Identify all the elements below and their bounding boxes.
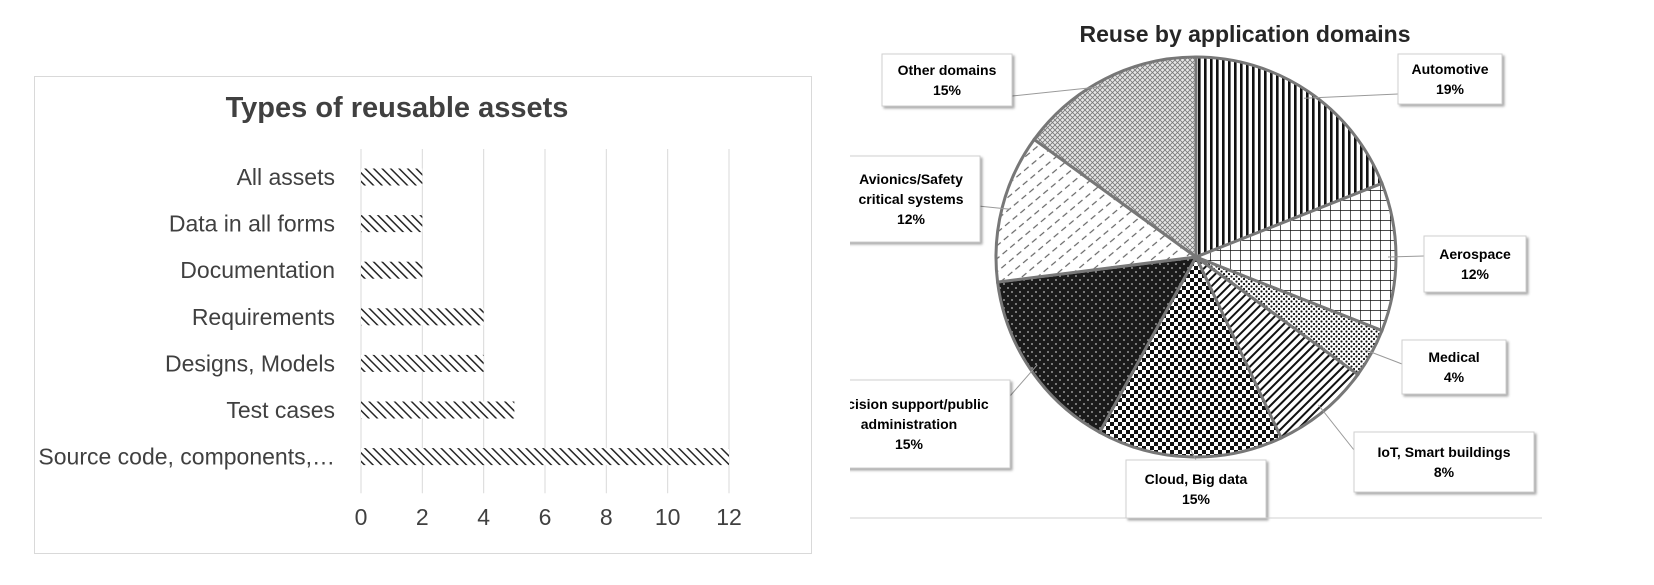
- pie-callouts: Automotive 19% Aerospace 12% Medical 4% IoT, S…: [807, 53, 1535, 519]
- leader-line: [1364, 349, 1403, 365]
- slice-label: 15%: [933, 82, 962, 98]
- bar: [361, 308, 484, 326]
- bar-category-labels: All assets Data in all forms Documentation…: [38, 164, 335, 470]
- slice-label: administration: [861, 416, 957, 432]
- x-tick-label: 8: [600, 504, 613, 530]
- x-tick-label: 10: [655, 504, 681, 530]
- category-label: Source code, components,…: [38, 444, 335, 470]
- callout-box: [841, 155, 981, 243]
- slice-label: 12%: [1461, 266, 1490, 282]
- x-tick-label: 2: [416, 504, 429, 530]
- leader-line: [977, 205, 1011, 210]
- category-label: Test cases: [226, 397, 335, 423]
- pie-slice: [1032, 55, 1198, 260]
- callout-box: [1353, 431, 1535, 493]
- x-tick-label: 4: [477, 504, 490, 530]
- callout-box: [1125, 459, 1267, 519]
- slice-label: Aerospace: [1439, 246, 1511, 262]
- slice-label: Decision support/public: [850, 396, 989, 412]
- bar: [361, 448, 729, 466]
- bar-chart-title: Types of reusable assets: [226, 92, 569, 124]
- category-label: Data in all forms: [169, 211, 335, 237]
- category-label: Documentation: [180, 257, 335, 283]
- pie-chart-title: Reuse by application domains: [1079, 21, 1410, 47]
- slice-label: 15%: [895, 436, 924, 452]
- bar: [361, 401, 515, 419]
- x-tick-label: 6: [539, 504, 552, 530]
- slice-label: 19%: [1436, 81, 1465, 97]
- bar-chart: Types of reusable assets All assets Data …: [38, 92, 742, 530]
- bar-series: [361, 168, 729, 466]
- pie-slice: [1194, 55, 1384, 260]
- leader-line: [1387, 255, 1425, 258]
- leader-line: [1011, 85, 1109, 97]
- bar-chart-panel: Types of reusable assets All assets Data …: [34, 76, 812, 554]
- slice-label: 4%: [1444, 369, 1465, 385]
- pie-slice: [1097, 253, 1284, 459]
- x-tick-label: 0: [355, 504, 368, 530]
- pie-leader-lines: [977, 85, 1425, 461]
- bar: [361, 168, 423, 186]
- bar-tick-labels: 0 2 4 6 8 10 12: [355, 504, 742, 530]
- slice-label: Cloud, Big data: [1145, 471, 1248, 487]
- slice-label: Avionics/Safety: [859, 171, 963, 187]
- category-label: Designs, Models: [165, 350, 335, 376]
- slice-label: IoT, Smart buildings: [1377, 444, 1510, 460]
- slice-label: critical systems: [858, 191, 963, 207]
- pie-chart-panel: Reuse by application domains Automotive 1…: [807, 10, 1640, 570]
- callout-box: [1401, 339, 1507, 395]
- pie-slice: [995, 255, 1199, 435]
- slice-label: 8%: [1434, 464, 1455, 480]
- pie-chart: Reuse by application domains Automotive 1…: [807, 21, 1542, 519]
- slice-label: 15%: [1182, 491, 1211, 507]
- pie-slices: [994, 55, 1398, 459]
- callout-box: [1397, 53, 1503, 105]
- slice-label: Medical: [1428, 349, 1479, 365]
- slice-label: Automotive: [1412, 61, 1489, 77]
- callout-box: [881, 53, 1013, 107]
- callout-box: [1423, 235, 1527, 293]
- bar: [361, 354, 484, 372]
- bar: [361, 215, 423, 233]
- category-label: Requirements: [192, 304, 335, 330]
- leader-line: [1189, 448, 1197, 461]
- x-tick-label: 12: [716, 504, 742, 530]
- category-label: All assets: [237, 164, 335, 190]
- slice-label: 12%: [897, 211, 926, 227]
- leader-line: [1009, 364, 1038, 397]
- leader-line: [1317, 404, 1355, 451]
- pie-slice: [994, 137, 1200, 284]
- leader-line: [1303, 93, 1399, 99]
- slice-label: Other domains: [898, 62, 997, 78]
- bar: [361, 261, 423, 279]
